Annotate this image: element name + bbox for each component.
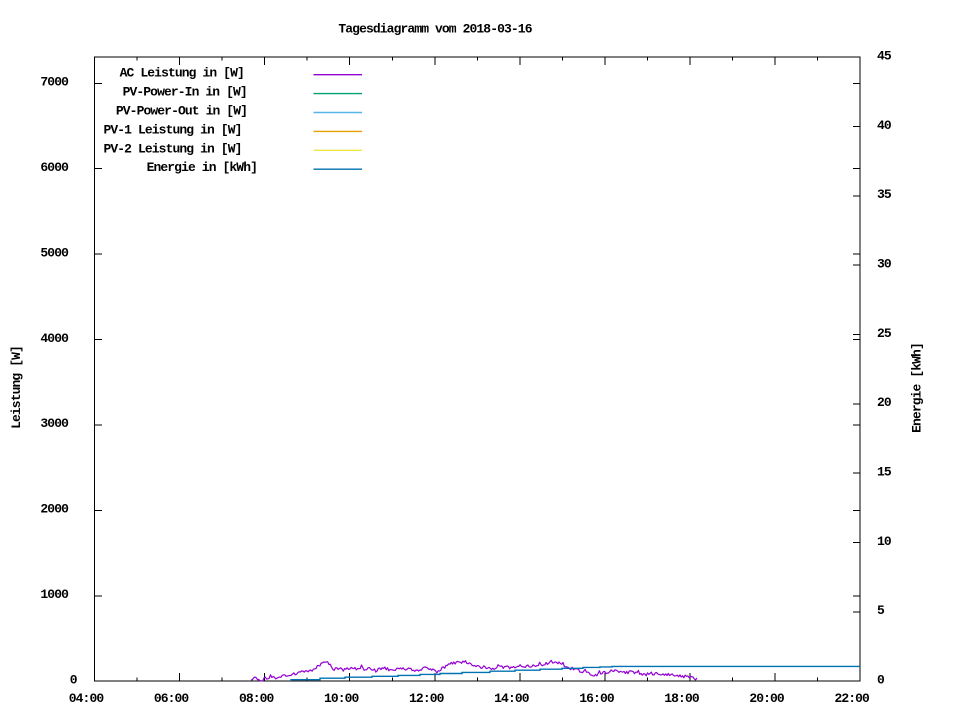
svg-text:PV-Power-Out in [W]: PV-Power-Out in [W] bbox=[116, 104, 247, 119]
svg-text:10: 10 bbox=[877, 534, 892, 549]
svg-text:3000: 3000 bbox=[40, 416, 69, 431]
svg-text:Energie [kWh]: Energie [kWh] bbox=[910, 343, 925, 433]
svg-text:15: 15 bbox=[877, 465, 892, 480]
svg-text:Tagesdiagramm vom 2018-03-16: Tagesdiagramm vom 2018-03-16 bbox=[338, 22, 532, 37]
svg-text:16:00: 16:00 bbox=[579, 691, 615, 706]
svg-text:0: 0 bbox=[70, 673, 78, 688]
svg-text:PV-Power-In in [W]: PV-Power-In in [W] bbox=[123, 85, 247, 100]
svg-text:06:00: 06:00 bbox=[154, 691, 190, 706]
svg-text:5000: 5000 bbox=[40, 245, 69, 260]
svg-text:20: 20 bbox=[877, 395, 892, 410]
svg-text:12:00: 12:00 bbox=[409, 691, 445, 706]
svg-text:40: 40 bbox=[877, 118, 892, 133]
svg-text:45: 45 bbox=[877, 49, 892, 64]
svg-text:7000: 7000 bbox=[40, 75, 69, 90]
svg-text:6000: 6000 bbox=[40, 160, 69, 175]
svg-text:Leistung [W]: Leistung [W] bbox=[9, 346, 24, 429]
svg-text:30: 30 bbox=[877, 257, 892, 272]
svg-text:1000: 1000 bbox=[40, 587, 69, 602]
svg-text:25: 25 bbox=[877, 326, 892, 341]
svg-text:Energie in [kWh]: Energie in [kWh] bbox=[147, 160, 257, 175]
svg-text:35: 35 bbox=[877, 187, 892, 202]
svg-text:20:00: 20:00 bbox=[749, 691, 785, 706]
svg-text:0: 0 bbox=[877, 673, 885, 688]
svg-text:22:00: 22:00 bbox=[834, 691, 870, 706]
svg-text:4000: 4000 bbox=[40, 331, 69, 346]
svg-text:04:00: 04:00 bbox=[69, 691, 105, 706]
svg-text:2000: 2000 bbox=[40, 502, 69, 517]
svg-text:08:00: 08:00 bbox=[239, 691, 275, 706]
svg-text:AC Leistung in [W]: AC Leistung in [W] bbox=[120, 66, 244, 81]
svg-text:PV-1 Leistung in [W]: PV-1 Leistung in [W] bbox=[103, 122, 241, 137]
svg-text:PV-2 Leistung in [W]: PV-2 Leistung in [W] bbox=[103, 141, 241, 156]
svg-text:14:00: 14:00 bbox=[494, 691, 530, 706]
svg-text:18:00: 18:00 bbox=[664, 691, 700, 706]
svg-text:5: 5 bbox=[877, 603, 885, 618]
svg-text:10:00: 10:00 bbox=[324, 691, 360, 706]
